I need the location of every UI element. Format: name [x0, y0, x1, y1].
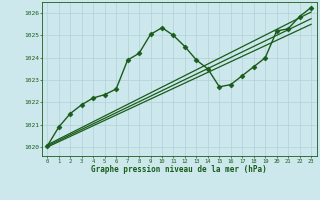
X-axis label: Graphe pression niveau de la mer (hPa): Graphe pression niveau de la mer (hPa)	[91, 165, 267, 174]
